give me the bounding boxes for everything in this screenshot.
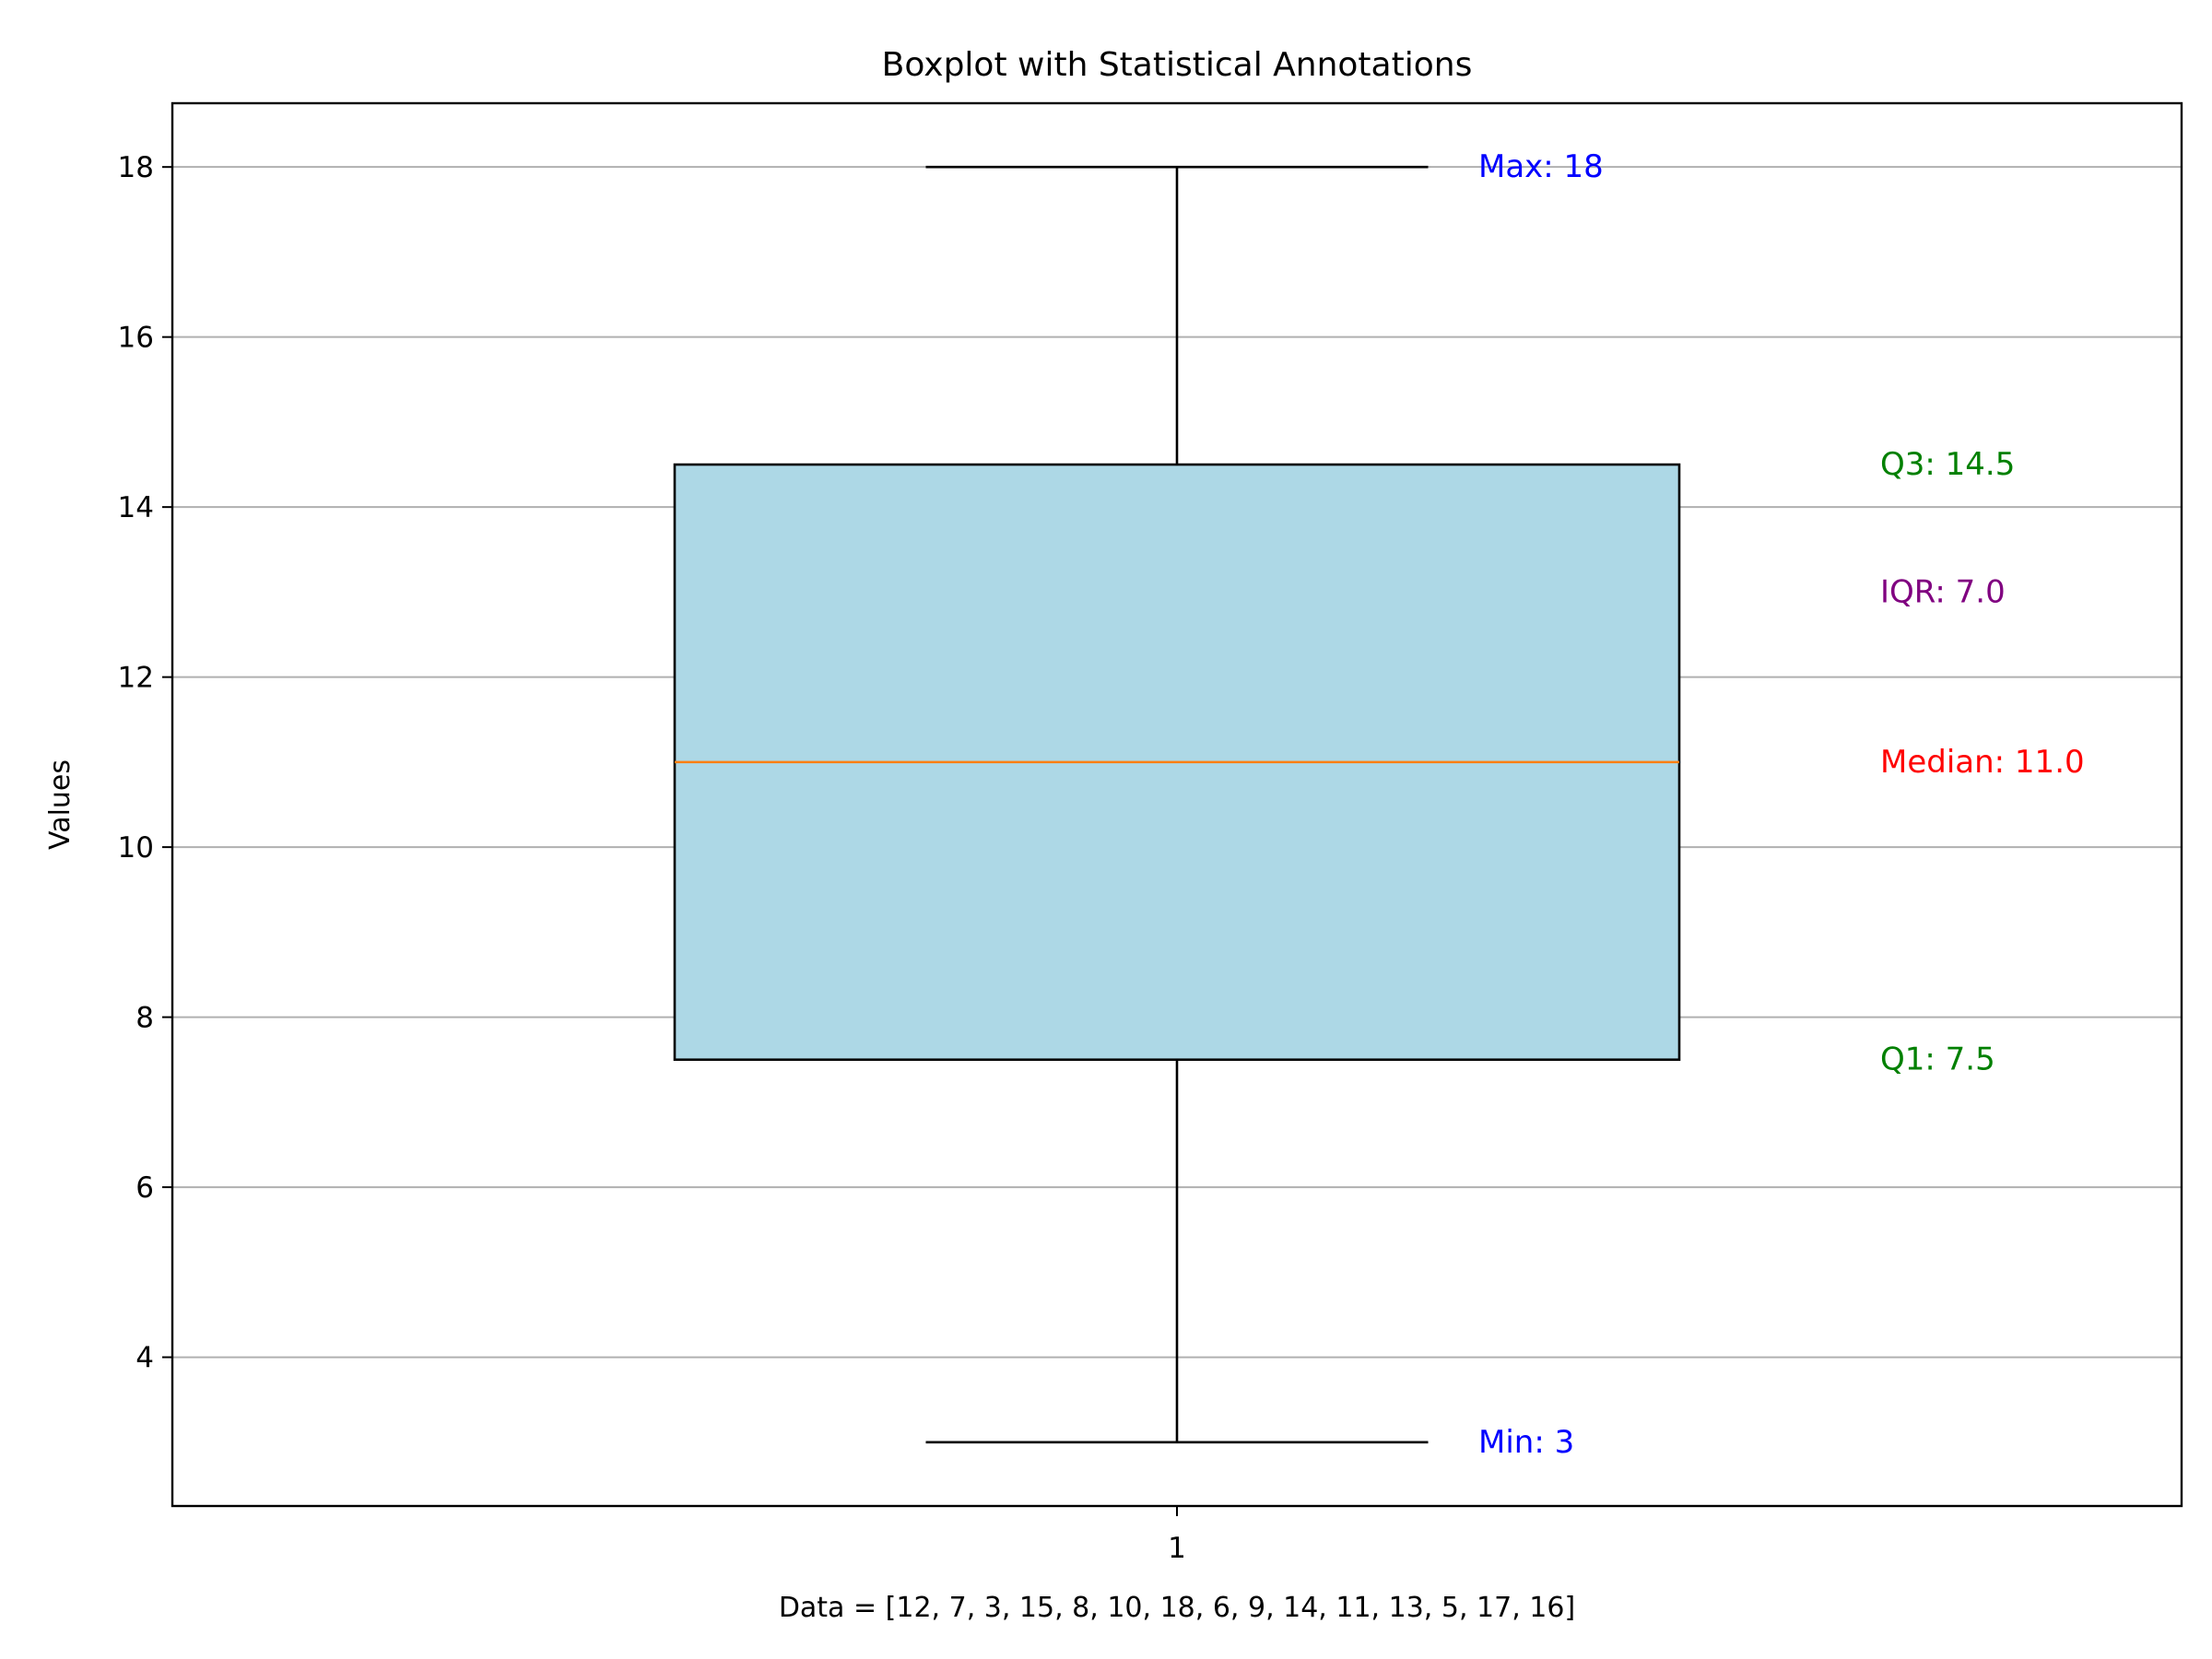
box-group <box>673 165 1681 1444</box>
y-tick-label: 6 <box>135 1171 154 1205</box>
annotation-label: Q3: 14.5 <box>1880 446 2015 483</box>
y-tick-label: 4 <box>135 1342 154 1375</box>
annotation-label: IQR: 7.0 <box>1880 573 2006 610</box>
y-tick-label: 8 <box>135 1002 154 1035</box>
y-tick-label: 10 <box>118 831 154 865</box>
x-tick-label: 1 <box>1168 1532 1186 1565</box>
y-tick-label: 16 <box>118 322 154 355</box>
annotation-label: Min: 3 <box>1478 1424 1574 1461</box>
chart-title: Boxplot with Statistical Annotations <box>882 46 1473 84</box>
y-tick-label: 18 <box>118 151 154 184</box>
y-tick-label: 14 <box>118 491 154 524</box>
y-tick-label: 12 <box>118 662 154 695</box>
y-axis-label: Values <box>44 759 76 850</box>
x-axis-label: Data = [12, 7, 3, 15, 8, 10, 18, 6, 9, 1… <box>779 1592 1575 1624</box>
annotation-label: Max: 18 <box>1478 148 1604 185</box>
axes: 4 6 8 10 12 14 16 18 1 <box>118 151 1186 1565</box>
annotations: Max: 18 Min: 3 Q3: 14.5 IQR: 7.0 Median: 11.… <box>1478 148 2085 1461</box>
annotation-label: Q1: 7.5 <box>1880 1041 1995 1078</box>
annotation-label: Median: 11.0 <box>1880 744 2085 781</box>
